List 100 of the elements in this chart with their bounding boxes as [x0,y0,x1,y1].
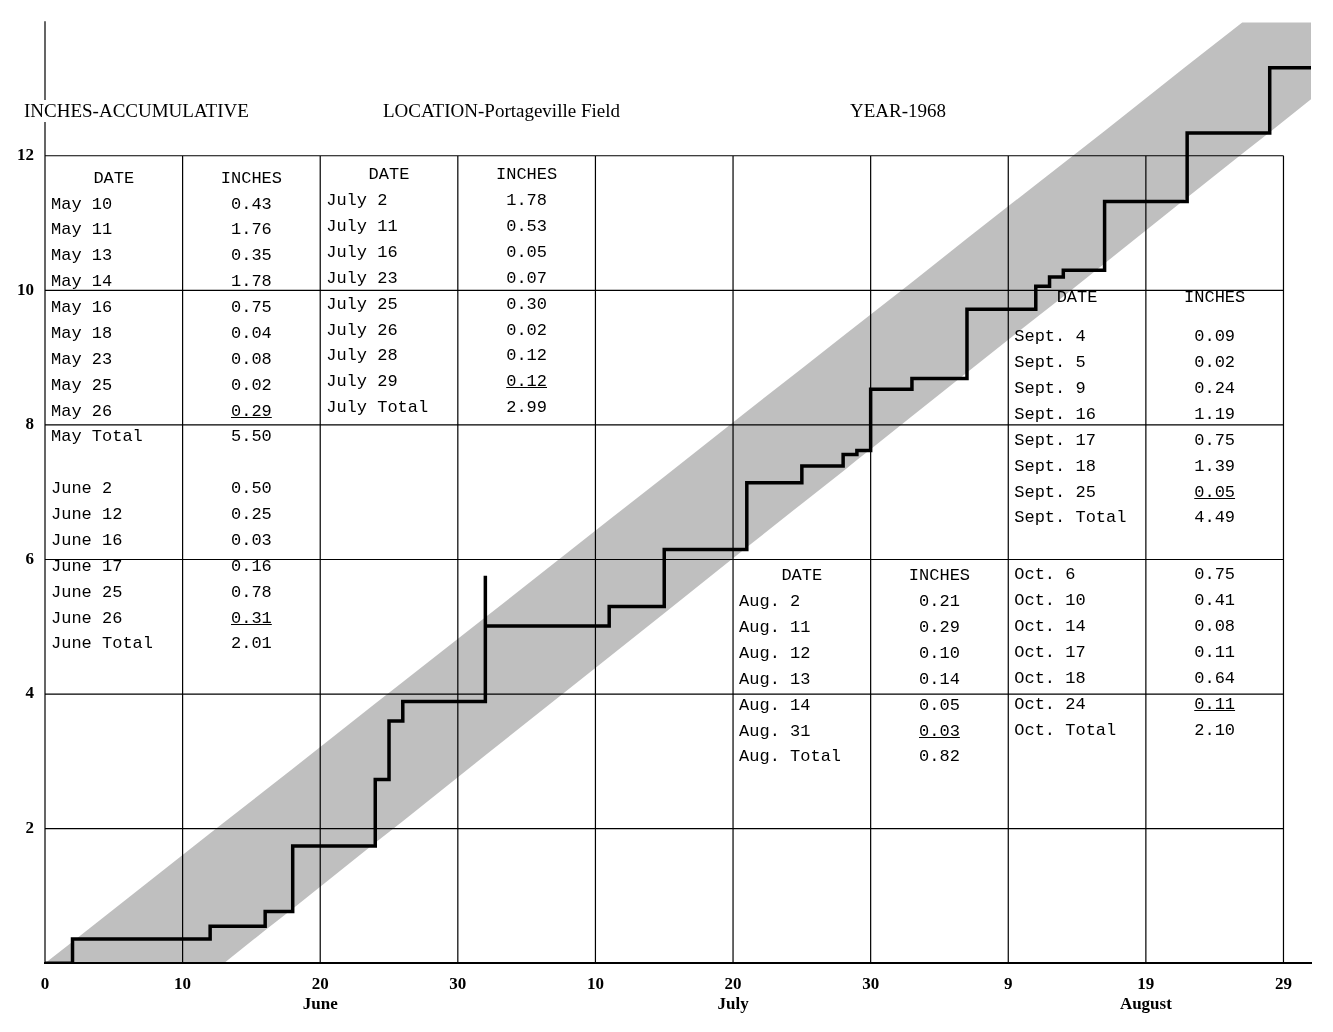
annotation: July 16 [326,242,398,263]
annotation: 4.49 [1194,508,1236,528]
annotation: 0.11 [1194,694,1236,714]
annotation: May Total [51,427,143,448]
annotation: 1.78 [506,191,548,211]
x-tick-label: 29 [1274,973,1292,993]
annotation: 0.09 [1194,327,1236,347]
annotation: 0.03 [230,530,272,550]
y-tick-label: 12 [17,145,34,165]
annotation: June 12 [51,505,123,526]
y-tick-label: 10 [17,279,34,299]
annotation: July 26 [326,320,398,341]
annotation: INCHES [220,168,282,188]
x-tick-label: 20 July [717,973,750,1014]
annotation: Sept. 4 [1014,327,1086,348]
annotation: 5.50 [230,427,272,447]
annotation: July 2 [326,191,388,212]
annotation: 0.02 [1194,353,1236,373]
annotation: 0.07 [506,268,548,288]
annotation: July 25 [326,294,398,315]
annotation: 2.10 [1194,720,1236,740]
annotation: 0.29 [230,401,272,421]
annotation: 0.64 [1194,668,1236,688]
annotation: 0.75 [1194,430,1236,450]
annotation: Oct. 10 [1014,591,1086,612]
annotation: 0.50 [230,479,272,499]
annotation: Aug. 2 [739,592,801,613]
annotation: 0.08 [1194,617,1236,637]
annotation: DATE [367,165,411,186]
annotation: DATE [780,566,824,587]
annotation: Sept. 17 [1014,430,1096,451]
annotation: 0.78 [230,582,272,602]
annotation: July Total [326,398,429,419]
text: LOCATION-Portageville Field [383,100,620,122]
annotation: 0.31 [230,608,272,628]
annotation: 0.35 [230,246,272,266]
annotation: 1.78 [230,272,272,292]
annotation: 0.43 [230,194,272,214]
x-tick-label: 9 [1004,973,1013,993]
annotation: 0.29 [919,618,960,638]
annotation: July 29 [326,372,398,393]
annotation: 0.05 [919,695,960,715]
x-tick-label: 0 [40,973,50,993]
annotation: 0.05 [506,242,548,262]
annotation: 2.01 [230,634,272,654]
annotation: 0.75 [230,298,272,318]
annotation: June 17 [51,556,123,577]
annotation: 0.08 [230,349,272,369]
annotation: May 10 [51,194,113,215]
annotation: DATE [92,168,136,189]
annotation: 1.76 [230,220,272,240]
annotation: Aug. 31 [739,721,811,742]
annotation: June 16 [51,530,123,551]
y-tick-label: 2 [25,818,34,838]
annotation: Aug. 11 [739,618,811,639]
annotation: INCHES [1184,288,1246,308]
annotation: Sept. Total [1014,508,1127,529]
annotation: July 28 [326,346,398,367]
annotation: June 26 [51,608,123,629]
annotation: 0.30 [506,294,548,314]
annotation: 0.05 [1194,482,1236,502]
x-tick-label: 20 June [302,973,339,1014]
annotation: Oct. 6 [1014,565,1076,586]
annotation: 0.04 [230,323,272,343]
annotation: Sept. 25 [1014,482,1096,503]
annotation: 0.25 [230,505,272,525]
annotation: July 11 [326,217,398,238]
y-tick-label: 4 [25,683,35,703]
annotation: Sept. 9 [1014,378,1086,399]
annotation: 0.02 [230,375,272,395]
annotation: May 26 [51,401,113,422]
annotation: Oct. 14 [1014,617,1086,638]
annotation: Oct. 17 [1014,642,1086,663]
annotation: May 18 [51,323,113,344]
annotation: July 23 [326,268,398,289]
annotation: Aug. 14 [739,695,811,716]
annotation: Aug. Total [739,747,842,768]
annotation: 1.19 [1194,404,1236,424]
annotation: Oct. 18 [1014,668,1086,689]
annotation: 0.10 [919,643,960,663]
y-tick-label: 6 [25,548,34,568]
x-tick-label: 30 [449,973,467,993]
annotation: 1.39 [1194,456,1236,476]
x-tick-label: 19 August [1119,973,1173,1014]
annotation: Sept. 5 [1014,353,1086,374]
annotation: INCHES [496,165,558,185]
annotation: 0.03 [919,721,960,741]
annotation: 0.14 [919,669,960,689]
annotation: 0.16 [230,556,272,576]
annotation: 0.53 [506,217,548,237]
annotation: May 23 [51,349,113,370]
y-tick-label: 8 [25,414,34,434]
annotation: 0.75 [1194,565,1236,585]
x-tick-label: 30 [862,973,880,993]
annotation: INCHES [908,566,971,586]
annotation: May 14 [51,272,113,293]
annotation: Sept. 16 [1014,404,1096,425]
annotation: May 16 [51,298,113,319]
annotation: 0.82 [919,747,960,767]
annotation: Sept. 18 [1014,456,1096,477]
